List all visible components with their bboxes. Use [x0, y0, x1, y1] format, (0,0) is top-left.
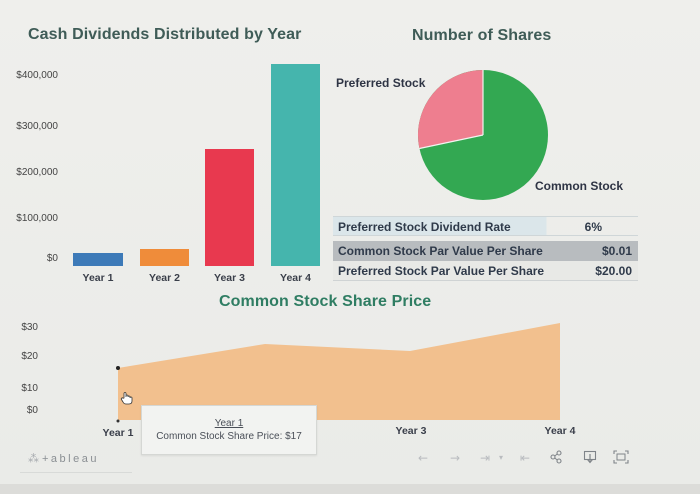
tooltip-title: Year 1: [214, 418, 244, 429]
undo-icon[interactable]: ←: [417, 451, 429, 465]
share-icon[interactable]: [548, 450, 564, 466]
pie-chart-title: Number of Shares: [412, 27, 552, 44]
revert-icon[interactable]: ⇥: [479, 451, 491, 465]
tooltip-body: Common Stock Share Price: $17: [156, 431, 302, 442]
x-tick: Year 2: [149, 272, 180, 284]
revert-all-icon[interactable]: ⇤: [519, 451, 531, 465]
row-label: Preferred Stock Dividend Rate: [338, 220, 511, 234]
bar-year-1[interactable]: [73, 253, 123, 266]
dropdown-icon[interactable]: ▾: [498, 453, 503, 462]
bar-year-3[interactable]: [205, 149, 254, 266]
pie-slice-preferred[interactable]: [417, 70, 483, 149]
table-row: Preferred Stock Dividend Rate 6%: [333, 216, 638, 236]
y-tick: $30: [21, 322, 38, 333]
x-tick: Year 4: [280, 272, 311, 284]
tooltip: Year 1 Common Stock Share Price: $17: [141, 405, 317, 455]
tableau-spark-icon: ⁂: [28, 453, 39, 465]
redo-icon[interactable]: →: [449, 451, 461, 465]
info-table: Preferred Stock Dividend Rate 6% Common …: [333, 216, 638, 281]
axis-marker: [116, 419, 120, 423]
divider: [20, 472, 132, 473]
row-label: Preferred Stock Par Value Per Share: [338, 264, 545, 278]
pie-label-common: Common Stock: [535, 179, 624, 193]
hand-cursor-icon: [120, 392, 133, 405]
bar-year-4[interactable]: [271, 64, 320, 266]
area-series[interactable]: [118, 323, 560, 420]
x-tick: Year 3: [395, 425, 427, 437]
row-value: $20.00: [595, 264, 632, 278]
fullscreen-icon[interactable]: [613, 450, 629, 466]
bottom-strip: [0, 484, 700, 494]
data-point-year-1[interactable]: [116, 366, 120, 370]
y-tick: $10: [21, 383, 38, 394]
table-row: Common Stock Par Value Per Share $0.01: [333, 241, 638, 261]
logo-text: +ableau: [42, 453, 99, 465]
x-tick: Year 4: [544, 425, 576, 437]
x-tick: Year 1: [102, 427, 134, 439]
y-tick: $100,000: [16, 213, 58, 224]
row-value: 6%: [584, 220, 602, 234]
y-tick: $0: [46, 253, 58, 264]
bar-chart-title: Cash Dividends Distributed by Year: [28, 26, 302, 43]
x-tick: Year 1: [82, 272, 114, 284]
download-icon[interactable]: [582, 450, 598, 466]
area-chart-title: Common Stock Share Price: [219, 293, 432, 310]
y-tick: $20: [21, 351, 38, 362]
y-tick: $0: [26, 405, 38, 416]
table-row: Preferred Stock Par Value Per Share $20.…: [333, 261, 638, 281]
pie-label-preferred: Preferred Stock: [336, 76, 426, 90]
x-tick: Year 3: [214, 272, 245, 284]
bar-year-2[interactable]: [140, 249, 189, 266]
tableau-logo[interactable]: ⁂ +ableau: [28, 452, 99, 465]
y-tick: $300,000: [16, 121, 58, 132]
row-value: $0.01: [601, 244, 632, 258]
row-label: Common Stock Par Value Per Share: [338, 244, 543, 258]
pie-chart[interactable]: [416, 68, 550, 202]
y-tick: $400,000: [16, 70, 58, 81]
y-tick: $200,000: [16, 167, 58, 178]
